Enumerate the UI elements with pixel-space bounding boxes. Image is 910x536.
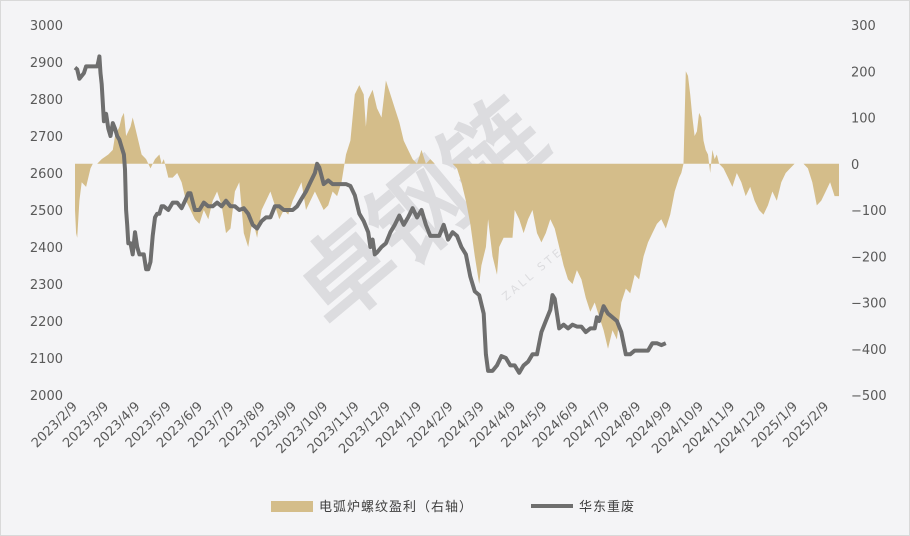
- left-axis-tick-label: 2500: [30, 204, 63, 219]
- left-axis-tick-label: 2900: [30, 56, 63, 71]
- right-axis: −500 −400 −300 −200 −100 0 100 200 300: [851, 19, 887, 404]
- profit-area-layer: [75, 71, 839, 349]
- right-axis-tick-label: 0: [851, 158, 859, 173]
- left-axis: 2000 2100 2200 2300 2400 2500 2600 2700 2800 2900…: [30, 19, 63, 404]
- right-axis-tick-label: 100: [851, 112, 876, 127]
- scrap-price-line-layer: [73, 54, 667, 375]
- legend-label-line: 华东重废: [579, 499, 635, 515]
- left-axis-tick-label: 2300: [30, 278, 63, 293]
- right-axis-tick-label: −200: [851, 250, 887, 265]
- right-axis-tick-label: −100: [851, 204, 887, 219]
- left-axis-tick-label: 2800: [30, 93, 63, 108]
- left-axis-tick-label: 3000: [30, 19, 63, 34]
- legend-label-area: 电弧炉螺纹盈利（右轴）: [319, 500, 473, 515]
- left-axis-tick-label: 2700: [30, 130, 63, 145]
- legend: 电弧炉螺纹盈利（右轴） 华东重废: [271, 499, 635, 515]
- right-axis-tick-label: 300: [851, 19, 876, 34]
- x-axis: 2023/2/92023/3/92023/4/92023/5/92023/6/9…: [29, 399, 832, 457]
- right-axis-tick-label: −400: [851, 343, 887, 358]
- right-axis-tick-label: −500: [851, 389, 887, 404]
- left-axis-tick-label: 2600: [30, 167, 63, 182]
- right-axis-tick-label: 200: [851, 65, 876, 80]
- left-axis-tick-label: 2400: [30, 241, 63, 256]
- left-axis-tick-label: 2000: [30, 389, 63, 404]
- legend-swatch-area: [271, 501, 313, 512]
- right-axis-tick-label: −300: [851, 297, 887, 312]
- profit-area: [75, 71, 839, 349]
- left-axis-tick-label: 2100: [30, 352, 63, 367]
- left-axis-tick-label: 2200: [30, 315, 63, 330]
- scrap-price-line: [73, 54, 667, 375]
